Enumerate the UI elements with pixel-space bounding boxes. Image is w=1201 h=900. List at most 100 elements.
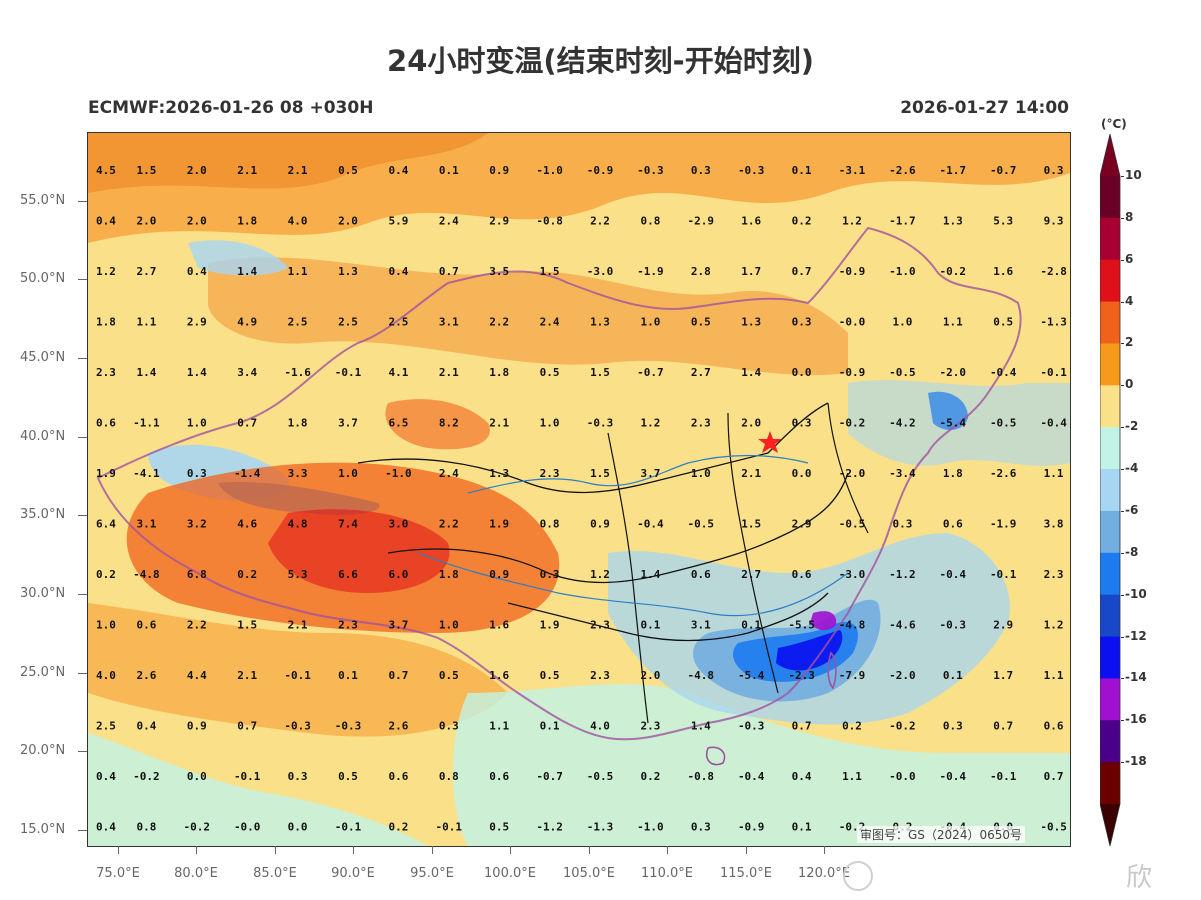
colorbar-unit: (°C) xyxy=(1101,117,1127,131)
grid-value: 0.4 xyxy=(187,265,207,278)
grid-value: 3.5 xyxy=(489,265,509,278)
grid-value: 0.4 xyxy=(96,770,116,783)
grid-value: 1.7 xyxy=(993,669,1013,682)
grid-value: 0.8 xyxy=(640,215,660,228)
grid-value: 1.1 xyxy=(288,265,308,278)
grid-value: -0.5 xyxy=(688,518,715,531)
taiwan-outline xyxy=(827,651,837,690)
grid-value: 0.3 xyxy=(187,467,207,480)
lat-label-50: 50.0°N xyxy=(20,271,66,286)
grid-value: 0.4 xyxy=(388,265,408,278)
grid-value: 1.4 xyxy=(237,265,257,278)
grid-value: 0.6 xyxy=(388,770,408,783)
grid-value: -3.0 xyxy=(587,265,614,278)
lon-tick xyxy=(196,846,197,854)
grid-value: 2.1 xyxy=(237,669,257,682)
grid-value: 0.2 xyxy=(237,568,257,581)
grid-value: 1.5 xyxy=(237,619,257,632)
valid-time-label: 2026-01-27 14:00 xyxy=(900,98,1069,118)
grid-value: 0.1 xyxy=(741,619,761,632)
colorbar-bin xyxy=(1100,385,1120,428)
grid-value: 0.1 xyxy=(792,164,812,177)
grid-value: 2.3 xyxy=(590,669,610,682)
watermark-text: 欣 xyxy=(1126,863,1155,893)
hainan-outline xyxy=(705,746,726,766)
grid-value: -1.0 xyxy=(385,467,412,480)
colorbar-tick xyxy=(1121,259,1124,261)
grid-value: 2.1 xyxy=(288,619,308,632)
grid-value: 0.7 xyxy=(792,720,812,733)
grid-value: -0.5 xyxy=(990,417,1017,430)
grid-value: 1.6 xyxy=(489,619,509,632)
lon-label-95: 95.0°E xyxy=(410,866,454,881)
grid-value: 1.8 xyxy=(943,467,963,480)
lon-tick xyxy=(510,846,511,854)
grid-value: 2.4 xyxy=(540,316,560,329)
grid-value: -1.1 xyxy=(133,417,160,430)
grid-value: 2.0 xyxy=(640,669,660,682)
grid-value: 5.9 xyxy=(388,215,408,228)
grid-value: -0.3 xyxy=(940,619,967,632)
grid-value: -1.0 xyxy=(889,265,916,278)
grid-value: 0.1 xyxy=(540,720,560,733)
grid-value: 2.6 xyxy=(388,720,408,733)
colorbar-label: -2 xyxy=(1125,419,1139,434)
grid-value: 0.5 xyxy=(540,669,560,682)
grid-value: 0.1 xyxy=(640,619,660,632)
field-hexi-hot xyxy=(385,399,490,450)
grid-value: 1.8 xyxy=(439,568,459,581)
grid-value: 0.7 xyxy=(439,265,459,278)
grid-value: -5.4 xyxy=(940,417,967,430)
grid-value: 0.3 xyxy=(792,417,812,430)
grid-value: 1.3 xyxy=(943,215,963,228)
grid-value: 1.6 xyxy=(993,265,1013,278)
grid-value: 0.1 xyxy=(943,669,963,682)
grid-value: 1.1 xyxy=(842,770,862,783)
grid-value: 1.0 xyxy=(187,417,207,430)
grid-value: 2.2 xyxy=(187,619,207,632)
grid-value: 1.7 xyxy=(741,265,761,278)
grid-value: 1.5 xyxy=(590,467,610,480)
grid-value: 3.4 xyxy=(237,366,257,379)
temperature-change-map[interactable]: 4.5 1.5 2.0 2.1 2.1 0.5 0.4 0.1 0.9 -1.0 -0.9 -0.3 0… xyxy=(87,132,1071,847)
grid-value: 2.3 xyxy=(590,619,610,632)
grid-value: 0.4 xyxy=(136,720,156,733)
grid-value: 0.1 xyxy=(439,164,459,177)
grid-value: 2.5 xyxy=(338,316,358,329)
lon-tick xyxy=(353,846,354,854)
grid-value: 4.8 xyxy=(288,518,308,531)
grid-value: 2.0 xyxy=(187,164,207,177)
colorbar-tick xyxy=(1121,343,1124,345)
grid-value: -0.9 xyxy=(839,265,866,278)
grid-value: 3.1 xyxy=(439,316,459,329)
grid-value: 1.1 xyxy=(943,316,963,329)
grid-value: 4.5 xyxy=(96,164,116,177)
grid-value: 4.1 xyxy=(388,366,408,379)
grid-value: 0.7 xyxy=(993,720,1013,733)
grid-value: 4.0 xyxy=(590,720,610,733)
grid-value: 0.5 xyxy=(691,316,711,329)
colorbar-bin xyxy=(1100,301,1120,344)
grid-value: -2.0 xyxy=(839,467,866,480)
colorbar-label: -6 xyxy=(1125,502,1139,517)
grid-value: 6.6 xyxy=(338,568,358,581)
grid-value: 3.1 xyxy=(691,619,711,632)
lat-label-20: 20.0°N xyxy=(20,743,66,758)
river-yangtze xyxy=(417,552,849,617)
grid-value: 2.5 xyxy=(288,316,308,329)
grid-value: 3.1 xyxy=(136,518,156,531)
grid-value: -0.1 xyxy=(284,669,311,682)
grid-value: -0.1 xyxy=(990,770,1017,783)
grid-value: 2.6 xyxy=(136,669,156,682)
field-india-warm xyxy=(88,603,508,737)
grid-value: -0.4 xyxy=(940,770,967,783)
grid-value: 2.9 xyxy=(993,619,1013,632)
grid-value: 2.5 xyxy=(388,316,408,329)
colorbar-label: 8 xyxy=(1125,209,1134,224)
grid-value: -2.6 xyxy=(990,467,1017,480)
grid-value: -5.5 xyxy=(788,619,815,632)
grid-value: -0.7 xyxy=(536,770,563,783)
grid-value: 1.5 xyxy=(741,518,761,531)
grid-value: 8.2 xyxy=(439,417,459,430)
colorbar-tick xyxy=(1121,427,1124,429)
